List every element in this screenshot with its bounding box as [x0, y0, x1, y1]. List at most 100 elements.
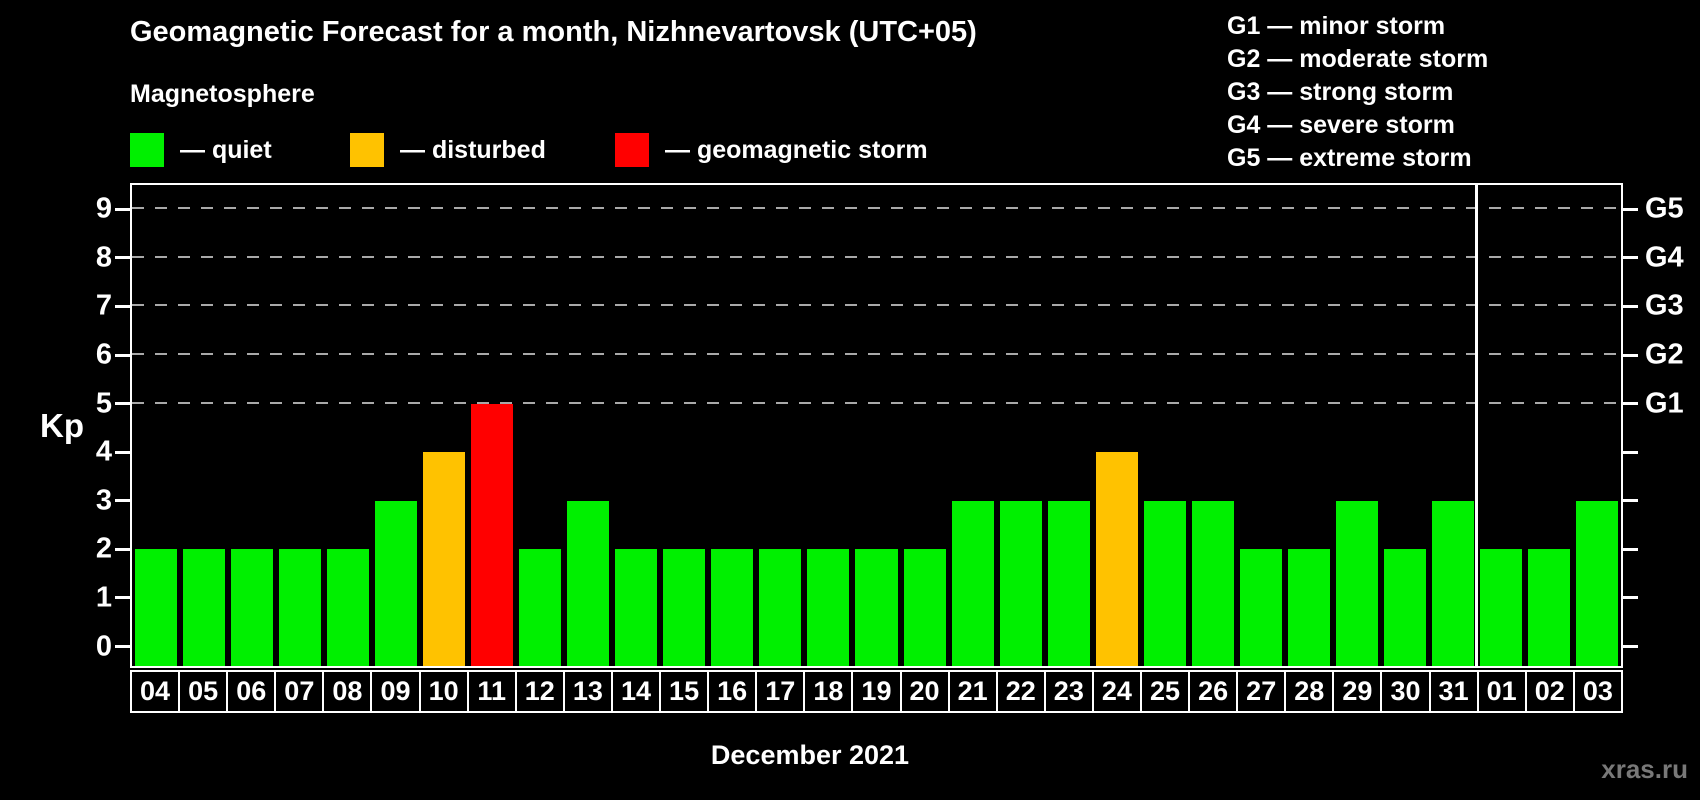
- kp-bar: [519, 549, 562, 666]
- kp-bar: [615, 549, 658, 666]
- kp-bar: [999, 500, 1042, 666]
- kp-bar: [135, 549, 178, 666]
- watermark: xras.ru: [1601, 754, 1688, 784]
- grid-line: [132, 401, 1621, 404]
- g-scale-legend-line: G4 — severe storm: [1227, 111, 1455, 139]
- g-scale-axis-tick: [1623, 304, 1638, 308]
- date-cell: 22: [995, 670, 1046, 713]
- date-cell: 28: [1284, 670, 1335, 713]
- date-cell: 02: [1524, 670, 1575, 713]
- date-cell: 13: [562, 670, 613, 713]
- quiet-color-swatch: [130, 133, 164, 167]
- g-scale-axis-tick: [1623, 402, 1638, 406]
- legend-label: — geomagnetic storm: [665, 135, 928, 164]
- kp-bar: [1527, 549, 1570, 666]
- date-cell: 14: [610, 670, 662, 713]
- g-scale-axis-tick: [1623, 645, 1638, 649]
- month-separator-line: [1475, 185, 1479, 666]
- kp-bar: [279, 549, 322, 666]
- kp-bar: [855, 549, 898, 666]
- y-axis-tick-label: 0: [95, 630, 112, 663]
- date-cell: 26: [1188, 670, 1239, 713]
- y-axis-tick-label: 3: [95, 484, 112, 517]
- kp-bar: [1383, 549, 1426, 666]
- grid-line: [132, 255, 1621, 258]
- legend-label: — quiet: [180, 135, 272, 164]
- grid-line: [132, 353, 1621, 356]
- g-scale-axis-tick: [1623, 547, 1638, 551]
- kp-bar: [327, 549, 370, 666]
- date-cell: 29: [1332, 670, 1383, 713]
- date-cell: 31: [1428, 670, 1479, 713]
- date-cell: 12: [514, 670, 565, 713]
- date-cell: 30: [1380, 670, 1431, 713]
- g-scale-legend-line: G2 — moderate storm: [1227, 45, 1489, 73]
- kp-bar: [807, 549, 850, 666]
- y-axis-tick-label: 6: [95, 338, 112, 371]
- grid-line: [132, 207, 1621, 210]
- date-cell: 16: [707, 670, 758, 713]
- date-cell: 23: [1043, 670, 1094, 713]
- date-cell: 25: [1139, 670, 1191, 713]
- date-cell: 18: [803, 670, 854, 713]
- y-axis-tick: [115, 450, 130, 454]
- date-cell: 15: [659, 670, 710, 713]
- g-scale-axis-tick: [1623, 353, 1638, 357]
- date-cell: 06: [226, 670, 277, 713]
- date-cell: 17: [755, 670, 806, 713]
- y-axis-tick: [115, 499, 130, 503]
- y-axis-tick-label: 7: [95, 289, 112, 322]
- grid-line: [132, 304, 1621, 307]
- y-axis-tick: [115, 304, 130, 308]
- y-axis-tick-label: 8: [95, 241, 112, 274]
- kp-bar: [1479, 549, 1522, 666]
- y-axis-tick: [115, 645, 130, 649]
- g-scale-axis-tick: [1623, 256, 1638, 260]
- x-axis-date-row: 04 05 06 07 08 09 10 11 12 13 14 15 16 17 18 19 20 21 22 23…: [130, 670, 1623, 713]
- y-axis-tick: [115, 547, 130, 551]
- y-axis-tick: [115, 402, 130, 406]
- g-scale-legend-line: G1 — minor storm: [1227, 12, 1446, 40]
- kp-bar: [1431, 500, 1474, 666]
- date-cell: 09: [370, 670, 421, 713]
- y-axis-tick: [115, 353, 130, 357]
- kp-bar: [375, 500, 418, 666]
- x-axis-title: December 2021: [710, 740, 910, 770]
- kp-bar: [1239, 549, 1282, 666]
- date-cell: 05: [178, 670, 229, 713]
- kp-bar: [1287, 549, 1330, 666]
- g-scale-axis-tick: [1623, 596, 1638, 600]
- kp-bar: [663, 549, 706, 666]
- legend-item-storm: — geomagnetic storm: [615, 131, 928, 169]
- date-cell: 04: [130, 670, 181, 713]
- kp-bar: [1095, 452, 1138, 666]
- date-cell: 03: [1572, 670, 1623, 713]
- kp-bar: [1575, 500, 1618, 666]
- kp-bar: [423, 452, 466, 666]
- y-axis-tick-label: 4: [95, 435, 112, 468]
- kp-bar: [471, 403, 514, 666]
- storm-color-swatch: [615, 133, 649, 167]
- y-axis-title: Kp: [40, 406, 84, 444]
- chart-title: Geomagnetic Forecast for a month, Nizhne…: [130, 16, 977, 48]
- y-axis-tick-label: 1: [95, 581, 112, 614]
- disturbed-color-swatch: [350, 133, 384, 167]
- date-cell: 19: [851, 670, 902, 713]
- legend-item-disturbed: — disturbed: [350, 131, 546, 169]
- kp-bar: [231, 549, 274, 666]
- g-scale-legend: G1 — minor storm G2 — moderate storm G3 …: [1227, 10, 1488, 175]
- y-axis-tick-label: 5: [95, 387, 112, 420]
- g-scale-label: G3: [1645, 289, 1684, 322]
- kp-bar: [567, 500, 610, 666]
- y-axis-tick: [115, 596, 130, 600]
- kp-bar: [1191, 500, 1234, 666]
- g-scale-axis-tick: [1623, 207, 1638, 211]
- date-cell: 21: [947, 670, 998, 713]
- kp-bar: [1335, 500, 1378, 666]
- date-cell: 08: [322, 670, 373, 713]
- legend-item-quiet: — quiet: [130, 131, 272, 169]
- legend-title: Magnetosphere: [130, 80, 315, 108]
- kp-bar: [759, 549, 802, 666]
- g-scale-legend-line: G5 — extreme storm: [1227, 144, 1472, 172]
- y-axis-tick-label: 9: [95, 192, 112, 225]
